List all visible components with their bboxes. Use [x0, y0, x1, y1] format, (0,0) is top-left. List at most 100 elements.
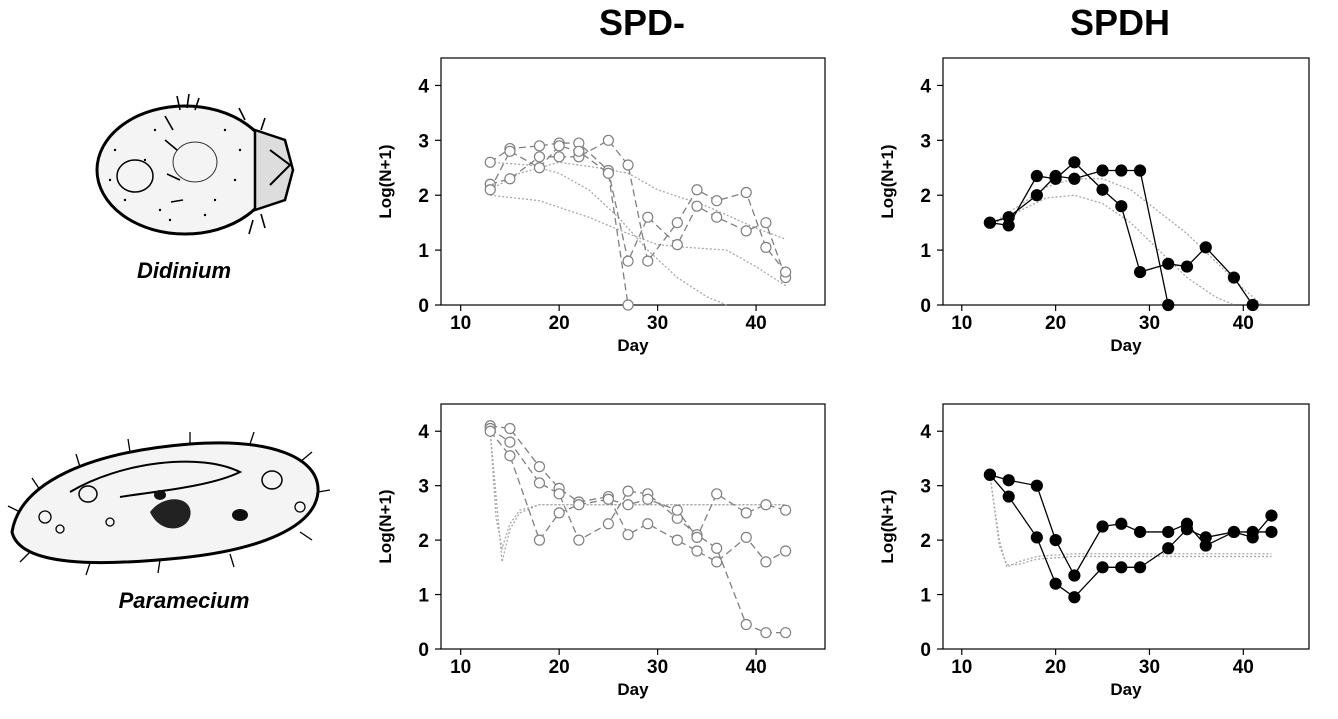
data-point [1180, 260, 1194, 273]
y-axis-label: Log(N+1) [878, 144, 897, 218]
data-point [691, 184, 703, 196]
data-point [760, 241, 772, 253]
data-point [602, 493, 614, 505]
y-tick-label: 1 [418, 241, 429, 262]
x-axis-label: Day [617, 336, 649, 355]
data-point [484, 156, 496, 168]
data-point [740, 186, 752, 199]
paramecium-label: Paramecium [118, 588, 250, 613]
data-point [484, 184, 496, 196]
x-tick-label: 40 [1233, 313, 1254, 334]
x-tick-label: 20 [549, 313, 570, 334]
y-tick-label: 3 [920, 131, 931, 152]
data-point [504, 422, 516, 435]
x-axis-label: Day [1110, 336, 1142, 355]
data-point [622, 255, 634, 267]
data-point [740, 507, 752, 519]
data-point [671, 217, 683, 229]
y-tick-label: 0 [920, 296, 931, 317]
data-point [760, 556, 772, 568]
series-line [489, 427, 786, 634]
data-point [671, 504, 683, 516]
model-fit-line [989, 178, 1263, 306]
y-tick-label: 3 [920, 477, 931, 498]
data-point [642, 493, 654, 505]
data-point [1002, 474, 1015, 487]
data-point [1180, 523, 1194, 536]
x-tick-label: 40 [1233, 657, 1254, 678]
x-tick-label: 10 [450, 313, 471, 334]
data-point [533, 140, 546, 152]
didinium-label: Didinium [136, 258, 232, 283]
x-tick-label: 20 [1045, 313, 1066, 334]
data-point [711, 556, 723, 568]
data-point [602, 167, 614, 179]
data-point [780, 504, 792, 516]
data-point [622, 499, 634, 511]
x-axis-label: Day [617, 680, 649, 699]
data-point [1199, 241, 1212, 254]
x-tick-label: 10 [951, 313, 972, 334]
model-fit-line [490, 161, 727, 306]
model-fit-line [490, 194, 786, 287]
data-point [573, 534, 585, 546]
data-point [1246, 298, 1259, 312]
data-point [1115, 517, 1128, 530]
data-point [711, 195, 723, 207]
data-point [573, 499, 585, 511]
plot-frame [942, 403, 1310, 650]
data-point [573, 145, 585, 157]
data-point [1265, 525, 1278, 539]
data-point [1199, 531, 1212, 544]
data-point [1002, 211, 1015, 224]
y-tick-label: 1 [418, 586, 429, 607]
data-point [602, 518, 614, 530]
data-point [1049, 577, 1062, 590]
y-tick-label: 2 [920, 531, 931, 552]
y-tick-label: 4 [920, 422, 931, 443]
data-point [1133, 164, 1147, 177]
y-tick-label: 0 [920, 640, 931, 661]
data-point [780, 266, 792, 278]
data-point [1068, 156, 1081, 169]
model-fit-line [989, 474, 1272, 569]
data-point [533, 151, 546, 163]
data-point [780, 545, 792, 557]
data-point [553, 507, 565, 519]
y-tick-label: 2 [418, 531, 429, 552]
y-tick-label: 4 [920, 76, 931, 97]
data-point [711, 542, 723, 554]
model-fit-line [989, 194, 1235, 306]
series-line [989, 161, 1254, 306]
data-point [691, 200, 703, 212]
data-point [740, 618, 752, 631]
data-point [622, 299, 634, 311]
column-title-spd-minus: SPD- [598, 2, 685, 43]
data-point [1133, 561, 1147, 574]
data-point [1162, 298, 1175, 312]
data-point [1068, 172, 1081, 185]
data-point [711, 211, 723, 223]
y-tick-label: 0 [418, 640, 429, 661]
plot-frame [440, 57, 826, 306]
y-tick-label: 3 [418, 477, 429, 498]
data-point [504, 450, 516, 462]
paramecium-illustration [7, 432, 330, 576]
data-point [760, 499, 772, 511]
data-point [642, 255, 654, 267]
data-point [1227, 271, 1241, 284]
x-tick-label: 10 [450, 657, 471, 678]
data-point [1246, 525, 1259, 539]
data-point [622, 529, 634, 541]
data-point [1049, 169, 1062, 183]
data-point [553, 151, 565, 163]
series-line [989, 169, 1169, 306]
x-tick-label: 40 [746, 657, 767, 678]
data-point [760, 217, 772, 229]
data-point [1068, 591, 1081, 604]
x-tick-label: 10 [951, 657, 972, 678]
model-fit-line [489, 161, 786, 240]
data-point [602, 134, 614, 146]
didinium-illustration [95, 93, 295, 236]
